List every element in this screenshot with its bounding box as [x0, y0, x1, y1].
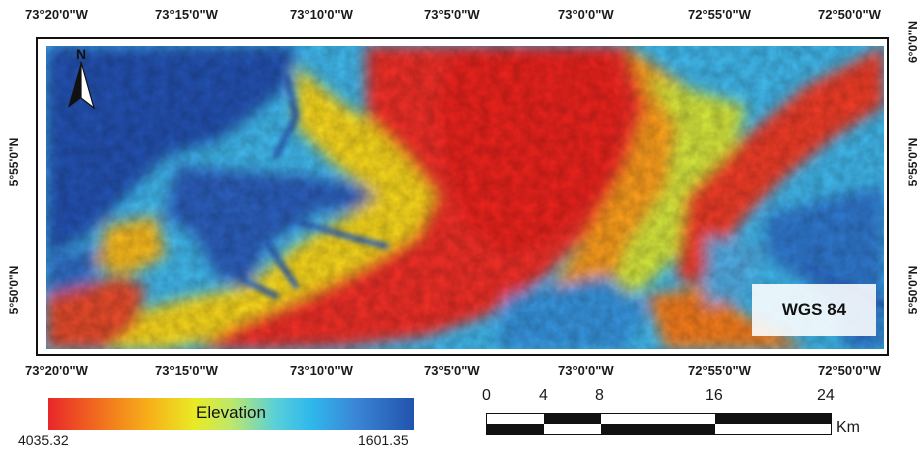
- top-lon-tick-2: 73°15'0"W: [155, 7, 218, 22]
- bottom-lon-tick-6: 72°55'0"W: [688, 363, 751, 378]
- top-lon-tick-1: 73°20'0"W: [25, 7, 88, 22]
- legend-max-label: 1601.35: [358, 432, 409, 448]
- right-lat-tick-1: 6°0'0"N: [906, 20, 920, 64]
- north-arrow: N: [64, 46, 98, 112]
- scale-bar: [486, 413, 832, 440]
- scale-label-4: 4: [539, 387, 548, 404]
- bottom-lon-tick-3: 73°10'0"W: [290, 363, 353, 378]
- scale-label-8: 8: [595, 387, 604, 404]
- top-lon-tick-3: 73°10'0"W: [290, 7, 353, 22]
- top-lon-tick-6: 72°55'0"W: [688, 7, 751, 22]
- scale-label-0: 0: [482, 387, 491, 404]
- bottom-lon-tick-4: 73°5'0"W: [424, 363, 480, 378]
- left-lat-tick-1: 5°55'0"N: [7, 137, 21, 187]
- bottom-lon-tick-2: 73°15'0"W: [155, 363, 218, 378]
- right-lat-tick-3: 5°50'0"N: [906, 265, 920, 315]
- right-lat-tick-2: 5°55'0"N: [906, 137, 920, 187]
- bottom-lon-tick-7: 72°50'0"W: [818, 363, 881, 378]
- left-lat-tick-2: 5°50'0"N: [7, 265, 21, 315]
- elevation-legend-bar: Elevation: [48, 398, 414, 430]
- top-lon-tick-4: 73°5'0"W: [424, 7, 480, 22]
- bottom-lon-tick-5: 73°0'0"W: [558, 363, 614, 378]
- legend-min-label: 4035.32: [18, 432, 69, 448]
- datum-label: WGS 84: [752, 284, 876, 336]
- elevation-map[interactable]: [46, 46, 884, 349]
- scale-unit: Km: [836, 419, 860, 436]
- scale-label-16: 16: [705, 387, 723, 404]
- top-lon-tick-7: 72°50'0"W: [818, 7, 881, 22]
- top-lon-tick-5: 73°0'0"W: [558, 7, 614, 22]
- scale-label-24: 24: [817, 387, 835, 404]
- north-label: N: [76, 46, 86, 62]
- legend-title: Elevation: [196, 403, 266, 422]
- bottom-lon-tick-1: 73°20'0"W: [25, 363, 88, 378]
